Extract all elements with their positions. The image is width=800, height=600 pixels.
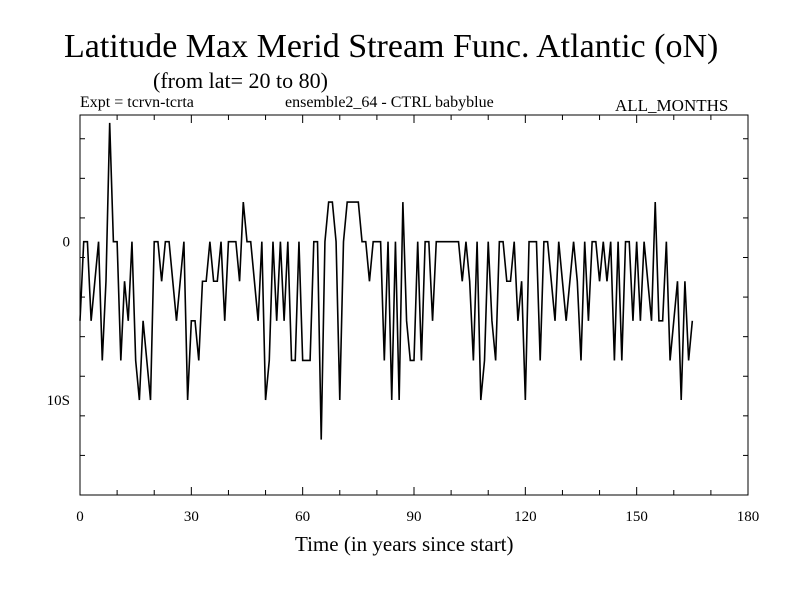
x-tick-label: 180	[737, 509, 760, 525]
x-tick-label: 150	[625, 509, 648, 525]
x-tick-label: 60	[295, 509, 310, 525]
series-line-latitude-max	[79, 122, 694, 440]
x-tick-label: 90	[407, 509, 422, 525]
chart-subtitle: (from lat= 20 to 80)	[153, 68, 328, 93]
axis-tick-labels: 0 30 60 90 120 150 180 0 10S	[47, 235, 760, 525]
chart-title: Latitude Max Merid Stream Func. Atlantic…	[64, 28, 719, 65]
plot-frame	[79, 114, 749, 496]
x-tick-label: 0	[76, 509, 84, 525]
y-tick-label: 10S	[47, 393, 70, 409]
y-tick-label: 0	[63, 235, 71, 251]
axis-ticks	[79, 115, 749, 496]
x-tick-label: 30	[184, 509, 199, 525]
ensemble-label: ensemble2_64 - CTRL babyblue	[285, 94, 494, 111]
x-axis-label: Time (in years since start)	[295, 532, 514, 556]
x-tick-label: 120	[514, 509, 537, 525]
months-label: ALL_MONTHS	[615, 96, 729, 115]
experiment-label: Expt = tcrvn-tcrta	[80, 94, 194, 111]
